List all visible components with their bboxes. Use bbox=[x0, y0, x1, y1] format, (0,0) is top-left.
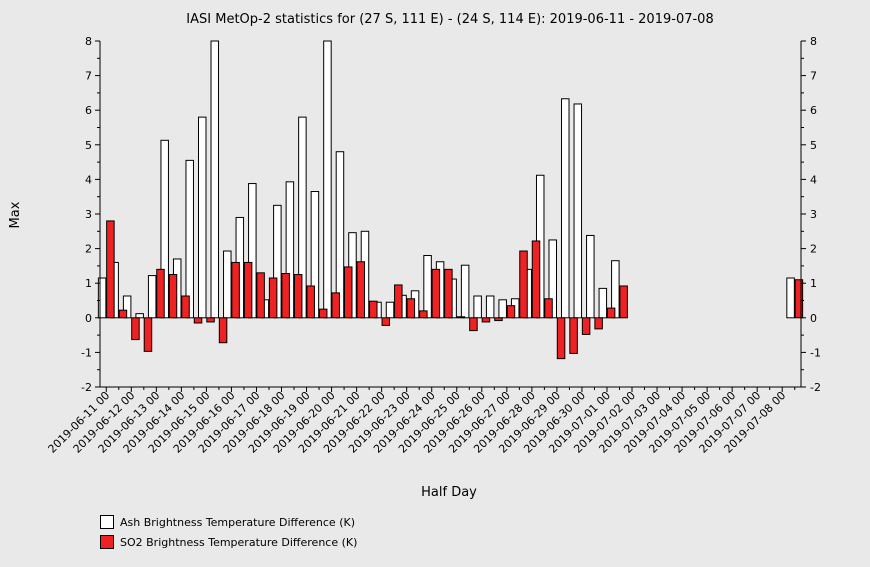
ash-bar-2019-06-30-00 bbox=[573, 103, 583, 319]
ash-bar-2019-06-11-00 bbox=[97, 277, 107, 319]
y-tick-label-right: 8 bbox=[810, 35, 817, 48]
y-tick-label-right: -1 bbox=[810, 346, 821, 359]
y-tick-label-left: -2 bbox=[81, 381, 92, 394]
so2-bar-2019-06-17-00 bbox=[256, 272, 265, 319]
so2-bar-2019-06-22-12 bbox=[394, 284, 403, 319]
chart-title: IASI MetOp-2 statistics for (27 S, 111 E… bbox=[186, 12, 713, 27]
so2-bar-2019-06-20-00 bbox=[331, 292, 340, 319]
y-tick-label-left: 1 bbox=[85, 277, 92, 290]
ash-bar-2019-06-15-00 bbox=[198, 116, 207, 319]
so2-bar-2019-06-17-12 bbox=[268, 277, 278, 319]
so2-bar-2019-06-29-12 bbox=[569, 317, 578, 354]
y-tick-label-left: 5 bbox=[85, 139, 92, 152]
so2-bar-2019-06-13-12 bbox=[168, 274, 178, 319]
so2-bar-2019-06-29-00 bbox=[556, 317, 566, 360]
so2-bar-2019-07-01-12 bbox=[619, 285, 628, 319]
so2-bar-2019-06-26-00 bbox=[481, 317, 491, 323]
ash-bar-2019-06-26-12 bbox=[485, 295, 495, 319]
y-tick-label-right: -2 bbox=[810, 381, 821, 394]
so2-bar-2019-06-14-00 bbox=[181, 295, 190, 319]
ash-bar-2019-06-30-12 bbox=[586, 234, 595, 319]
so2-bar-2019-06-20-12 bbox=[344, 266, 353, 319]
so2-bar-2019-06-11-00 bbox=[106, 220, 115, 319]
so2-bar-2019-06-22-00 bbox=[381, 317, 391, 326]
so2-bar-2019-06-16-00 bbox=[231, 261, 240, 319]
ash-bar-2019-06-26-00 bbox=[473, 295, 482, 319]
ash-bar-2019-07-08-12 bbox=[786, 277, 795, 319]
ash-bar-2019-06-13-00 bbox=[147, 275, 157, 319]
so2-bar-2019-06-23-00 bbox=[406, 298, 416, 319]
so2-bar-2019-06-24-00 bbox=[431, 268, 441, 319]
ash-bar-2019-06-25-12 bbox=[460, 264, 470, 319]
so2-bar-2019-06-21-00 bbox=[356, 261, 366, 319]
so2-bar-2019-06-30-00 bbox=[581, 317, 591, 335]
y-tick-label-right: 0 bbox=[810, 312, 817, 325]
so2-bar-2019-06-27-12 bbox=[519, 250, 528, 319]
so2-bar-2019-06-16-12 bbox=[243, 261, 253, 319]
y-tick-label-left: 0 bbox=[85, 312, 92, 325]
so2-bar-2019-06-12-12 bbox=[143, 317, 153, 352]
legend: Ash Brightness Temperature Difference (K… bbox=[100, 512, 357, 552]
so2-bar-2019-06-14-12 bbox=[193, 317, 203, 324]
ash-bar-2019-06-14-12 bbox=[185, 159, 194, 319]
y-tick-label-right: 3 bbox=[810, 208, 817, 221]
so2-bar-2019-06-28-00 bbox=[531, 240, 541, 319]
legend-item-so2: SO2 Brightness Temperature Difference (K… bbox=[100, 532, 357, 552]
ash-bar-2019-06-22-12 bbox=[385, 301, 395, 319]
so2-bar-2019-06-26-12 bbox=[494, 317, 503, 322]
y-tick-label-right: 6 bbox=[810, 104, 817, 117]
so2-bar-2019-06-19-00 bbox=[306, 285, 315, 319]
so2-bar-2019-06-25-00 bbox=[456, 316, 466, 319]
y-tick-label-left: 7 bbox=[85, 70, 92, 83]
y-tick-label-right: 4 bbox=[810, 173, 817, 186]
ash-bar-2019-06-12-12 bbox=[135, 313, 144, 319]
y-tick-label-left: 4 bbox=[85, 173, 92, 186]
y-tick-label-right: 5 bbox=[810, 139, 817, 152]
ash-bar-2019-06-16-00 bbox=[223, 250, 232, 319]
legend-item-ash: Ash Brightness Temperature Difference (K… bbox=[100, 512, 357, 532]
so2-bar-2019-07-01-00 bbox=[606, 307, 616, 319]
so2-bar-2019-06-24-12 bbox=[444, 268, 453, 319]
ash-bar-2019-06-20-00 bbox=[323, 40, 332, 319]
ash-bar-2019-07-01-00 bbox=[598, 287, 608, 319]
so2-bar-2019-06-30-12 bbox=[594, 317, 603, 330]
so2-bar-2019-06-21-12 bbox=[369, 300, 378, 319]
legend-swatch-so2 bbox=[100, 535, 114, 549]
ash-bar-2019-06-27-00 bbox=[498, 299, 507, 319]
legend-label-so2: SO2 Brightness Temperature Difference (K… bbox=[120, 535, 358, 549]
so2-bar-2019-06-15-12 bbox=[218, 317, 228, 344]
so2-bar-2019-06-25-12 bbox=[469, 317, 478, 332]
so2-bar-2019-06-13-00 bbox=[156, 268, 165, 319]
so2-bar-2019-06-23-12 bbox=[419, 310, 428, 319]
y-tick-label-left: 8 bbox=[85, 35, 92, 48]
so2-bar-2019-06-28-12 bbox=[544, 298, 553, 319]
y-tick-label-left: -1 bbox=[81, 346, 92, 359]
y-tick-label-left: 3 bbox=[85, 208, 92, 221]
y-tick-label-right: 1 bbox=[810, 277, 817, 290]
so2-bar-2019-06-27-00 bbox=[506, 305, 516, 319]
legend-label-ash: Ash Brightness Temperature Difference (K… bbox=[120, 515, 355, 529]
so2-bar-2019-06-15-00 bbox=[206, 317, 215, 323]
so2-bar-2019-06-18-00 bbox=[281, 273, 290, 319]
ash-bar-2019-06-15-12 bbox=[210, 40, 220, 319]
so2-bar-2019-06-11-12 bbox=[118, 309, 128, 319]
ash-bar-2019-06-29-12 bbox=[561, 98, 570, 319]
x-axis-label: Half Day bbox=[421, 485, 477, 500]
y-tick-label-right: 2 bbox=[810, 243, 817, 256]
legend-swatch-ash bbox=[100, 515, 114, 529]
y-tick-label-left: 2 bbox=[85, 243, 92, 256]
so2-bar-2019-06-18-12 bbox=[293, 274, 303, 319]
y-tick-label-left: 6 bbox=[85, 104, 92, 117]
so2-bar-2019-07-08-12 bbox=[794, 279, 804, 319]
y-tick-label-right: 7 bbox=[810, 70, 817, 83]
y-axis-label: Max bbox=[8, 201, 23, 228]
so2-bar-2019-06-12-00 bbox=[131, 317, 140, 341]
so2-bar-2019-06-19-12 bbox=[318, 308, 328, 319]
ash-bar-2019-06-24-00 bbox=[423, 255, 432, 319]
